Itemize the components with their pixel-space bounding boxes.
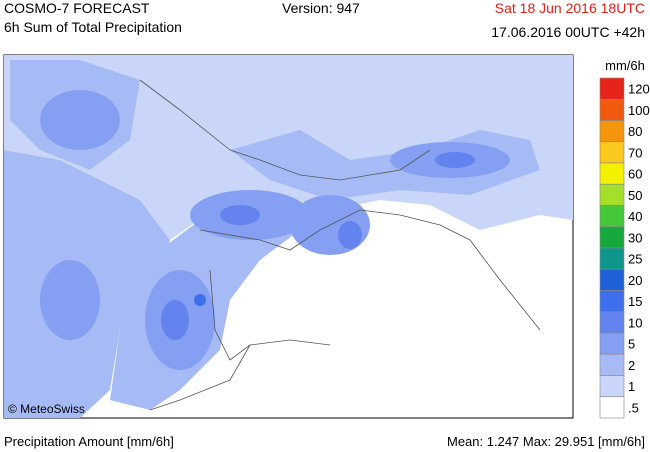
legend-swatch <box>599 162 625 185</box>
legend-unit: mm/6h <box>605 58 645 73</box>
legend-label: 80 <box>628 124 642 139</box>
legend-label: 120 <box>628 82 650 97</box>
run-time: 17.06.2016 00UTC +42h <box>491 24 645 40</box>
legend-label: 70 <box>628 145 642 160</box>
legend-label: .5 <box>628 400 639 415</box>
legend-swatch <box>599 120 625 143</box>
title: COSMO-7 FORECAST <box>4 0 150 16</box>
valid-time: Sat 18 Jun 2016 18UTC <box>495 0 645 16</box>
legend-swatch <box>599 205 625 228</box>
legend-swatch <box>599 77 625 100</box>
legend-swatch <box>599 268 625 291</box>
subtitle: 6h Sum of Total Precipitation <box>4 19 182 35</box>
legend-label: 50 <box>628 188 642 203</box>
borders <box>139 79 541 411</box>
legend-swatch <box>599 353 625 376</box>
legend-label: 100 <box>628 103 650 118</box>
legend-swatch <box>599 290 625 313</box>
legend-label: 30 <box>628 230 642 245</box>
legend-label: 2 <box>628 358 635 373</box>
legend-label: 15 <box>628 294 642 309</box>
legend-swatch <box>599 141 625 164</box>
map-credit: © MeteoSwiss <box>8 402 85 416</box>
legend-label: 10 <box>628 315 642 330</box>
legend-label: 5 <box>628 337 635 352</box>
legend-swatch <box>599 247 625 270</box>
legend-swatch <box>599 375 625 398</box>
legend-label: 20 <box>628 273 642 288</box>
legend-label: 25 <box>628 252 642 267</box>
legend-label: 1 <box>628 379 635 394</box>
legend: 120 100 80 70 60 50 40 30 25 20 15 10 5 2 1 .5 <box>599 77 650 419</box>
legend-label: 40 <box>628 209 642 224</box>
legend-swatch <box>599 332 625 355</box>
legend-swatch <box>599 183 625 206</box>
legend-swatch <box>599 311 625 334</box>
map: © MeteoSwiss <box>3 54 574 419</box>
footer-right: Mean: 1.247 Max: 29.951 [mm/6h] <box>447 434 645 449</box>
legend-swatch <box>599 98 625 121</box>
version: Version: 947 <box>282 0 360 16</box>
footer-left: Precipitation Amount [mm/6h] <box>4 434 174 449</box>
legend-label: 60 <box>628 167 642 182</box>
legend-swatch <box>599 226 625 249</box>
legend-swatch <box>599 396 625 419</box>
